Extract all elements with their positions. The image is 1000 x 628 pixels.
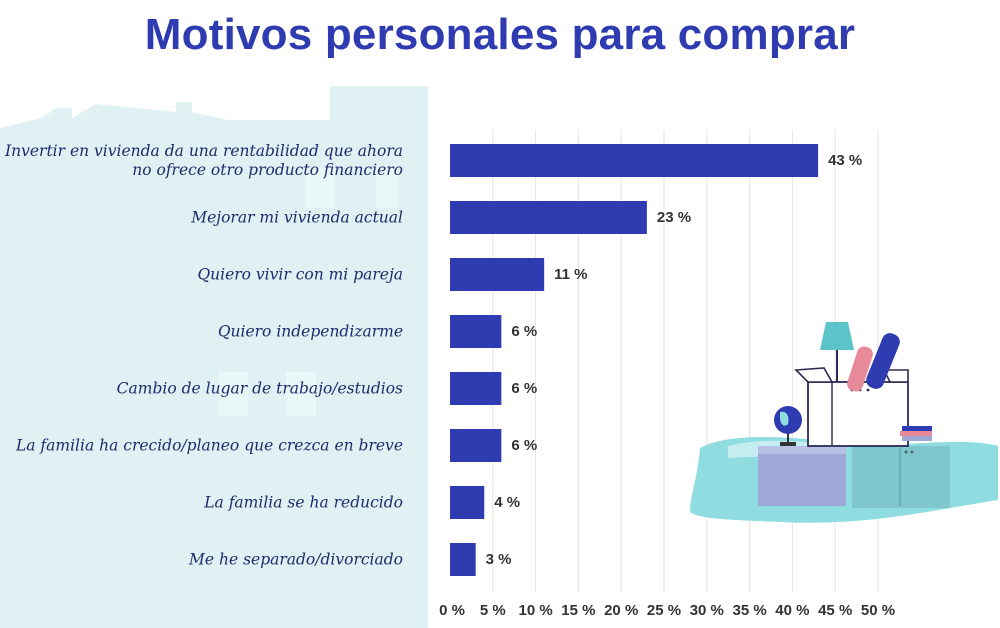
category-label: Cambio de lugar de trabajo/estudios bbox=[117, 380, 403, 398]
bar-value-label: 6 % bbox=[511, 437, 537, 454]
x-tick-label: 40 % bbox=[775, 602, 809, 619]
panel-window bbox=[305, 168, 335, 208]
category-label: Mejorar mi vivienda actual bbox=[190, 209, 403, 227]
bar-value-label: 6 % bbox=[511, 323, 537, 340]
x-tick-label: 0 % bbox=[439, 602, 465, 619]
x-tick-label: 50 % bbox=[861, 602, 895, 619]
chart-title: Motivos personales para comprar bbox=[144, 10, 856, 59]
bar bbox=[450, 144, 819, 177]
bar-value-label: 43 % bbox=[828, 152, 862, 169]
bar bbox=[450, 486, 485, 519]
bar-value-label: 3 % bbox=[486, 551, 512, 568]
bar bbox=[450, 315, 502, 348]
category-label: La familia se ha reducido bbox=[203, 494, 403, 512]
bar bbox=[450, 429, 502, 462]
x-tick-label: 30 % bbox=[690, 602, 724, 619]
bar bbox=[450, 201, 647, 234]
category-label-line: Quiero independizarme bbox=[218, 323, 403, 341]
category-label-line: Quiero vivir con mi pareja bbox=[197, 266, 403, 284]
bar-value-label: 6 % bbox=[511, 380, 537, 397]
category-label: Quiero independizarme bbox=[218, 323, 403, 341]
panel-window bbox=[376, 168, 398, 208]
panel-window bbox=[218, 372, 248, 416]
category-label-line: La familia se ha reducido bbox=[203, 494, 403, 512]
bar bbox=[450, 543, 476, 576]
category-labels: Invertir en vivienda da una rentabilidad… bbox=[4, 142, 403, 569]
bars bbox=[450, 144, 819, 576]
x-tick-label: 20 % bbox=[604, 602, 638, 619]
category-label: La familia ha crecido/planeo que crezca … bbox=[15, 437, 403, 455]
category-label-line: Mejorar mi vivienda actual bbox=[190, 209, 403, 227]
category-label-line: Me he separado/divorciado bbox=[188, 551, 403, 569]
category-label-line: Invertir en vivienda da una rentabilidad… bbox=[4, 142, 403, 160]
panel-window bbox=[286, 372, 316, 416]
bar bbox=[450, 258, 545, 291]
x-tick-label: 25 % bbox=[647, 602, 681, 619]
category-label-line: Cambio de lugar de trabajo/estudios bbox=[117, 380, 403, 398]
category-label-line: no ofrece otro producto financiero bbox=[132, 161, 403, 179]
bar bbox=[450, 372, 502, 405]
bar-value-label: 23 % bbox=[657, 209, 691, 226]
category-label: Me he separado/divorciado bbox=[188, 551, 403, 569]
category-label: Invertir en vivienda da una rentabilidad… bbox=[4, 142, 403, 179]
bar-value-label: 11 % bbox=[554, 266, 587, 283]
house-silhouette-background bbox=[0, 86, 428, 628]
value-labels: 43 % 23 % 11 % 6 % 6 % 6 % 4 % 3 % bbox=[486, 152, 863, 568]
x-tick-label: 45 % bbox=[818, 602, 852, 619]
x-axis-tick-labels: 0 % 5 % 10 % 15 % 20 % 25 % 30 % 35 % 40 % 45 % 50… bbox=[439, 602, 895, 619]
gridlines bbox=[492, 130, 879, 592]
bar-value-label: 4 % bbox=[494, 494, 520, 511]
x-tick-label: 35 % bbox=[732, 602, 766, 619]
x-tick-label: 15 % bbox=[561, 602, 595, 619]
x-tick-label: 5 % bbox=[480, 602, 506, 619]
moving-box-illustration bbox=[690, 322, 998, 523]
x-tick-label: 10 % bbox=[518, 602, 552, 619]
category-label-line: La familia ha crecido/planeo que crezca … bbox=[15, 437, 403, 455]
category-label: Quiero vivir con mi pareja bbox=[197, 266, 403, 284]
